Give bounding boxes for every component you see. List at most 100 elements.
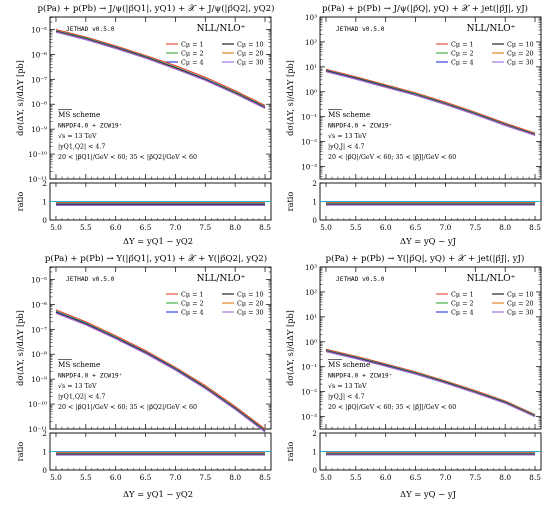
series-line [55,312,266,433]
ratio-y-tick-label: 2 [42,179,47,188]
x-tick-label: 7.0 [170,473,182,482]
ratio-y-tick-label: 1 [42,448,47,457]
annotation: √s = 13 TeV [328,133,367,140]
series-line [325,68,536,134]
y-tick-label: 10⁻¹ [301,113,317,122]
ratio-y-tick-label: 2 [42,429,47,438]
watermark: JETHAD v0.5.0 [336,26,385,33]
legend-label: Cμ = 4 [451,59,474,67]
x-axis-label: ΔY = yQ − yJ [400,236,456,246]
x-tick-label: 6.0 [380,473,392,482]
series-line [55,31,266,109]
x-tick-label: 6.0 [110,473,122,482]
x-tick-label: 5.5 [350,223,362,232]
legend-label: Cμ = 2 [181,300,204,308]
watermark: JETHAD v0.5.0 [66,276,115,283]
y-axis-label: dσ(ΔY, s)/dΔY [pb] [285,310,295,386]
legend-title: NLL/NLO⁺ [197,24,246,34]
ratio-axis-label: ratio [15,192,25,212]
ratio-axis-label: ratio [15,442,25,462]
annotation: 20 < |p⃗Q|/GeV < 60; 35 < |p⃗J|/GeV < 60 [328,154,456,161]
series-line [55,310,266,431]
x-tick-label: 7.0 [440,473,452,482]
x-tick-label: 6.5 [140,473,152,482]
ratio-y-tick-label: 0 [42,216,47,225]
legend-title: NLL/NLO⁺ [197,274,246,284]
y-tick-label: 10⁻³ [301,413,317,422]
x-axis-label: ΔY = yQ1 − yQ2 [123,236,193,246]
x-tick-label: 6.0 [110,223,122,232]
x-tick-label: 7.5 [469,473,481,482]
annotation: √s = 13 TeV [328,383,367,390]
series-line [55,30,266,109]
annotation: |yQ1,Q2| < 4.7 [58,144,105,151]
series-line [325,349,536,416]
series-line [55,28,266,106]
series-line [325,348,536,416]
main-plot-frame [319,16,542,180]
x-tick-label: 5.0 [320,223,332,232]
ratio-y-tick-label: 1 [312,198,317,207]
y-tick-label: 10⁻⁶ [31,300,47,309]
chart-title: p(Pa) + p(Pb) → Υ(|p⃗Q|, yQ) + 𝒳 + jet(|… [326,253,525,264]
x-tick-label: 7.5 [199,473,211,482]
series-line [325,71,536,136]
legend-label: Cμ = 1 [451,291,474,299]
y-tick-label: 10¹ [305,313,317,322]
y-tick-label: 10⁻¹¹ [28,425,47,434]
series-line [55,311,266,432]
x-tick-label: 8.0 [499,223,511,232]
ratio-y-tick-label: 1 [42,198,47,207]
y-tick-label: 10⁻¹⁰ [28,400,47,409]
y-tick-label: 10⁻¹ [301,363,317,372]
y-tick-label: 10⁰ [305,338,317,347]
x-tick-label: 5.5 [80,473,92,482]
x-tick-label: 5.5 [80,223,92,232]
chart-title: p(Pa) + p(Pb) → Υ(|p⃗Q1|, yQ1) + 𝒳 + Υ(|… [45,253,267,264]
x-tick-label: 7.0 [170,223,182,232]
legend-title: NLL/NLO⁺ [467,24,516,34]
x-tick-label: 6.5 [410,473,422,482]
x-tick-label: 8.0 [229,223,241,232]
x-tick-label: 8.5 [529,223,541,232]
y-tick-label: 10⁰ [305,88,317,97]
y-axis-label: dσ(ΔY, s)/dΔY [pb] [15,60,25,136]
annotation: MS scheme [328,110,370,119]
y-axis-label: dσ(ΔY, s)/dΔY [pb] [15,310,25,386]
x-tick-label: 8.5 [259,473,271,482]
y-tick-label: 10⁻⁵ [31,25,47,34]
legend-label: Cμ = 10 [507,41,534,49]
ratio-y-tick-label: 0 [312,216,317,225]
legend-label: Cμ = 2 [451,300,474,308]
chart-panel: p(Pa) + p(Pb) → Υ(|p⃗Q1|, yQ1) + 𝒳 + Υ(|… [15,253,272,499]
main-plot-frame [319,266,542,430]
y-tick-label: 10⁻¹¹ [28,175,47,184]
y-tick-label: 10⁻⁷ [31,325,47,334]
y-tick-label: 10⁻⁵ [31,275,47,284]
x-tick-label: 6.5 [410,223,422,232]
annotation: |yQ,J| < 4.7 [328,144,364,151]
annotation: 20 < |p⃗Q1|/GeV < 60; 35 < |p⃗Q2|/GeV < … [58,404,197,411]
ratio-y-tick-label: 2 [312,429,317,438]
legend-label: Cμ = 4 [451,309,474,317]
legend-label: Cμ = 2 [181,50,204,58]
legend-label: Cμ = 30 [237,309,264,317]
y-tick-label: 10⁻⁹ [31,125,47,134]
annotation: 20 < |p⃗Q1|/GeV < 60; 35 < |p⃗Q2|/GeV < … [58,154,197,161]
x-tick-label: 7.0 [440,223,452,232]
legend-label: Cμ = 20 [507,300,534,308]
ratio-y-tick-label: 0 [312,466,317,475]
y-tick-label: 10⁻³ [301,163,317,172]
series-line [55,31,266,109]
annotation: |yQ1,Q2| < 4.7 [58,394,105,401]
y-tick-label: 10⁻² [301,138,317,147]
legend-label: Cμ = 20 [507,50,534,58]
y-tick-label: 10¹ [305,63,317,72]
series-line [325,351,536,418]
x-tick-label: 5.0 [320,473,332,482]
x-tick-label: 6.5 [140,223,152,232]
legend-title: NLL/NLO⁺ [467,274,516,284]
legend-label: Cμ = 30 [237,59,264,67]
y-tick-label: 10² [305,288,317,297]
